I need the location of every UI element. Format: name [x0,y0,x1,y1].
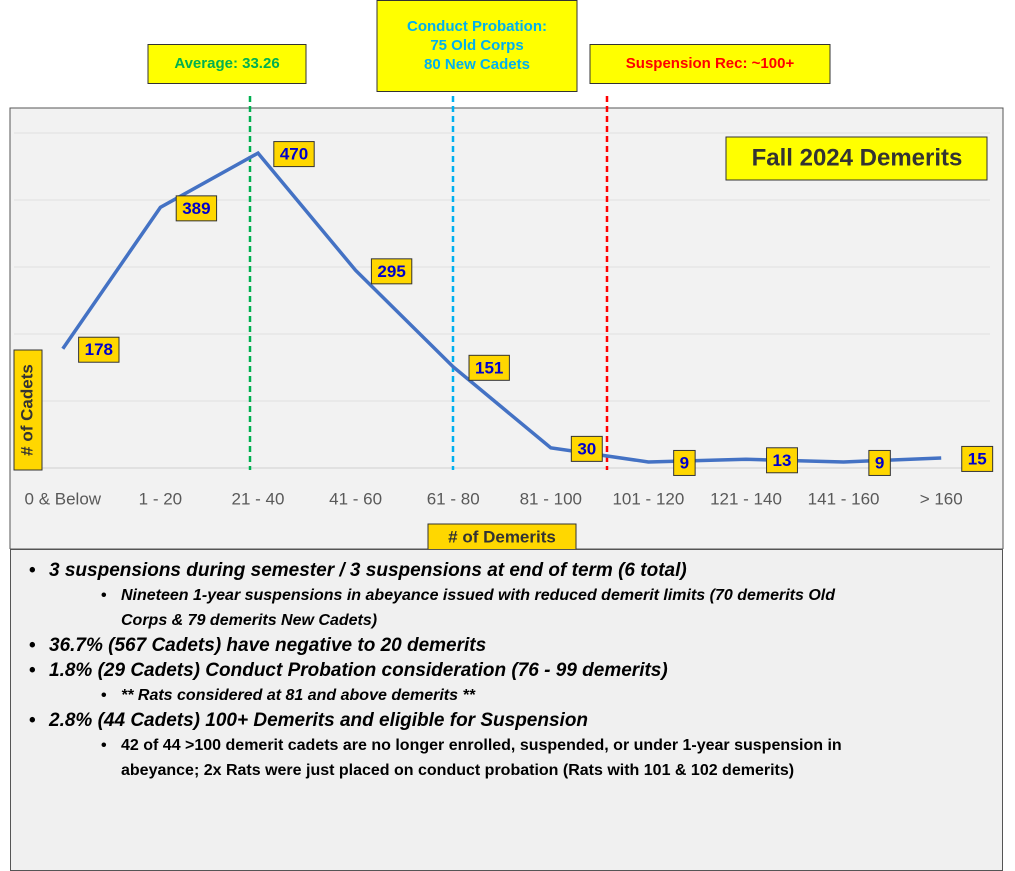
chart-title: Fall 2024 Demerits [752,144,963,171]
data-label-box [468,354,510,381]
data-label-box [961,445,994,472]
data-label: 470 [280,145,308,164]
annotation: Suspension Rec: ~100+ [589,44,831,84]
y-label-box [13,349,43,471]
data-label-box [673,449,696,476]
title-box [725,136,988,181]
annotation-box [376,0,578,92]
annotation-line: Conduct Probation: [407,18,547,35]
annotation-line: 75 Old Corps [430,37,523,54]
data-label: 151 [475,358,503,377]
x-tick-label: 21 - 40 [232,489,285,508]
x-tick-label: 0 & Below [25,489,102,508]
chart: 0 & Below 1 - 20 21 - 40 41 - 60 61 - 80 81 -… [9,0,1004,549]
notes-panel: 3 suspensions during semester / 3 suspen… [10,549,1003,871]
annotation: Conduct Probation: 75 Old Corps 80 New Cad… [376,0,578,92]
annotation: Average: 33.26 [147,44,307,84]
x-tick-label: 81 - 100 [520,489,582,508]
annotation-text: Conduct Probation: 75 Old Corps 80 New Cad… [407,18,547,73]
data-label-box [868,449,891,476]
annotation-line: Average: 33.26 [174,55,279,72]
data-label: 30 [577,439,596,458]
x-tick-label: 141 - 160 [808,489,880,508]
y-axis-label: # of Cadets [17,364,36,456]
data-label: 295 [377,262,405,281]
data-label: 9 [875,453,884,472]
x-axis-label: # of Demerits [448,527,556,546]
x-tick-label: 41 - 60 [329,489,382,508]
annotation-text: Average: 33.26 [174,55,279,72]
data-label: 178 [85,340,113,359]
bullet: 36.7% (567 Cadets) have negative to 20 d… [29,633,982,658]
data-label-box [175,195,218,222]
bullet: 1.8% (29 Cadets) Conduct Probation consi… [29,658,982,683]
sub-bullet: ** Rats considered at 81 and above demer… [29,683,881,708]
data-label-box [570,435,603,462]
sub-bullet: 42 of 44 >100 demerit cadets are no long… [29,733,881,783]
bullet: 2.8% (44 Cadets) 100+ Demerits and eligi… [29,708,982,733]
data-label: 9 [680,453,689,472]
annotation-line: Suspension Rec: ~100+ [626,55,795,72]
bullet: 3 suspensions during semester / 3 suspen… [29,558,982,583]
annotation-box [147,44,307,84]
data-label-box [766,447,798,474]
data-label: 389 [182,199,210,218]
x-tick-label: 61 - 80 [427,489,480,508]
plot-frame [9,107,1004,549]
annotation-box [589,44,831,84]
x-tick-label: 101 - 120 [612,489,684,508]
x-label-box [427,523,577,549]
annotation-line: 80 New Cadets [424,56,530,73]
x-tick-label: 1 - 20 [139,489,182,508]
data-label: 15 [968,449,987,468]
data-label-box [370,258,413,285]
data-label-box [273,141,315,168]
x-tick-label: 121 - 140 [710,489,782,508]
data-label-box [78,336,120,363]
x-tick-label: > 160 [920,489,963,508]
annotation-text: Suspension Rec: ~100+ [626,55,795,72]
sub-bullet: Nineteen 1-year suspensions in abeyance … [29,583,881,633]
data-label: 13 [773,451,792,470]
